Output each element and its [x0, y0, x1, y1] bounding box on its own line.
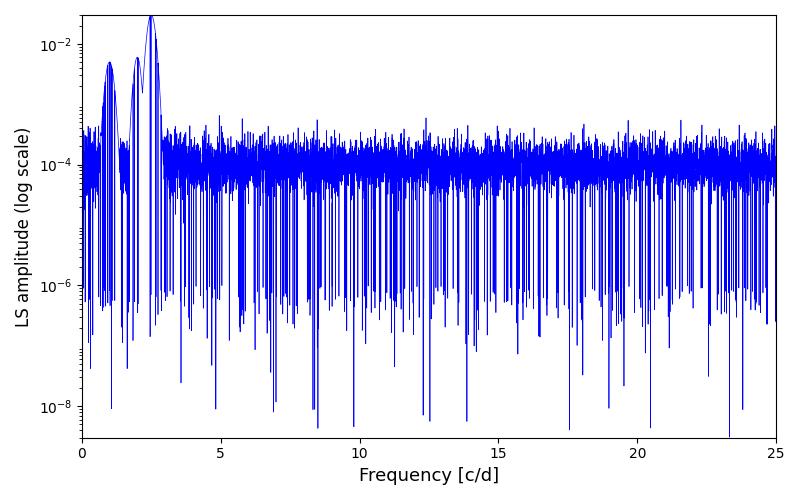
- X-axis label: Frequency [c/d]: Frequency [c/d]: [359, 467, 499, 485]
- Y-axis label: LS amplitude (log scale): LS amplitude (log scale): [15, 126, 33, 326]
